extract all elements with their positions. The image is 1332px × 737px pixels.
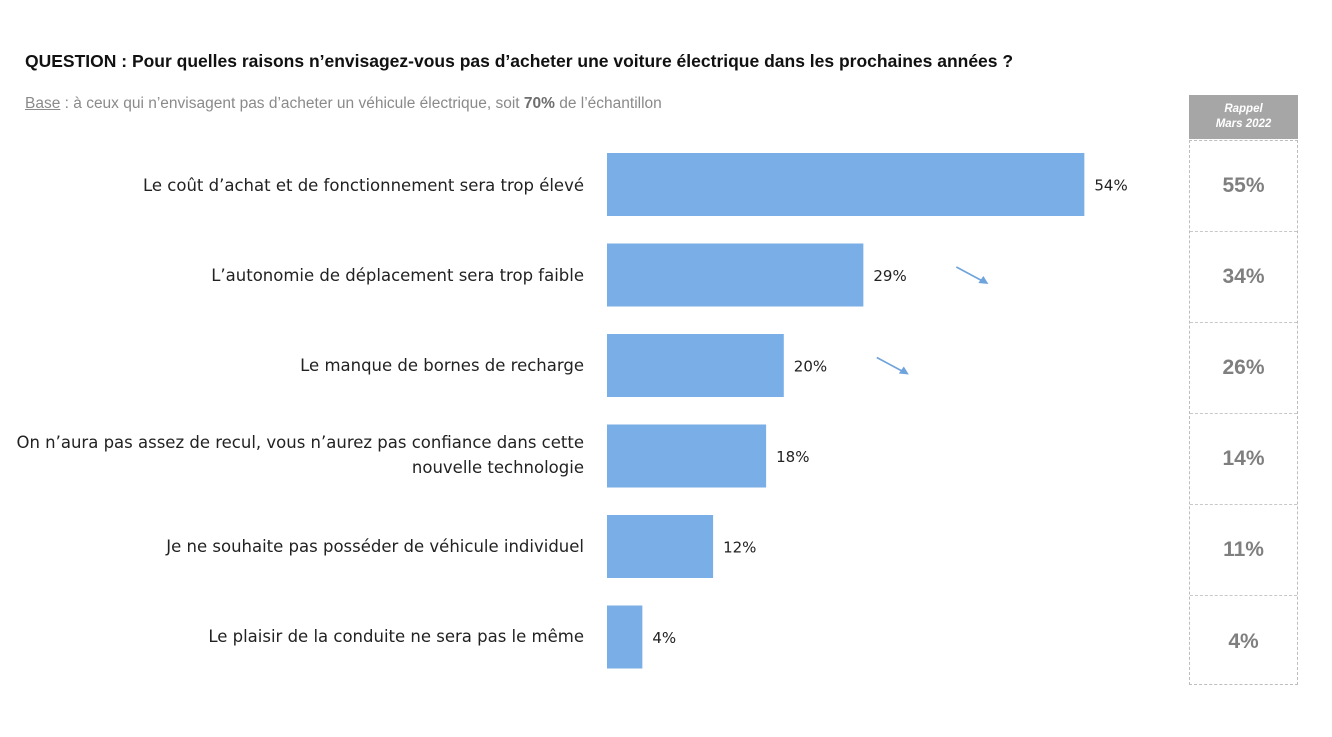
rappel-value: 11%	[1190, 505, 1297, 596]
bar	[607, 243, 864, 307]
bar	[607, 153, 1085, 216]
trend-down-arrow-icon	[876, 356, 909, 375]
rappel-value: 26%	[1190, 323, 1297, 414]
base-note: Base : à ceux qui n’envisagent pas d’ach…	[25, 95, 662, 113]
trend-down-arrow-icon	[955, 266, 989, 284]
rappel-header-line1: Rappel	[1224, 103, 1263, 115]
category-label: On n’aura pas assez de recul, vous n’aur…	[16, 433, 584, 477]
category-label: Le coût d’achat et de fonctionnement ser…	[143, 176, 584, 195]
category-label: Je ne souhaite pas posséder de véhicule …	[166, 537, 584, 556]
rappel-header: Rappel Mars 2022	[1189, 95, 1298, 139]
bar-value-label: 12%	[723, 539, 756, 557]
base-percent: 70%	[523, 95, 555, 112]
question-title: QUESTION : Pour quelles raisons n’envisa…	[25, 51, 1014, 71]
base-label: Base	[25, 95, 61, 112]
category-label: Le plaisir de la conduite ne sera pas le…	[208, 627, 584, 646]
rappel-value: 4%	[1228, 629, 1259, 653]
bar-value-label: 4%	[652, 629, 676, 647]
base-text-after: de l’échantillon	[554, 95, 662, 112]
rappel-column: 55% 34% 26% 14% 11% 4%	[1189, 140, 1298, 685]
bar-value-label: 18%	[776, 448, 809, 466]
bar-value-label: 29%	[873, 267, 906, 285]
bar	[607, 334, 784, 397]
base-text-before: : à ceux qui n’envisagent pas d’acheter …	[60, 95, 524, 112]
bar-value-label: 20%	[794, 358, 827, 376]
bar	[607, 605, 643, 669]
category-label: Le manque de bornes de recharge	[300, 356, 584, 375]
category-label: L’autonomie de déplacement sera trop fai…	[211, 266, 584, 285]
rappel-header-line2: Mars 2022	[1215, 118, 1272, 130]
rappel-value: 14%	[1190, 414, 1297, 505]
bar	[607, 515, 714, 578]
rappel-value: 34%	[1190, 232, 1297, 323]
bar	[607, 424, 767, 488]
rappel-value: 55%	[1190, 141, 1297, 232]
bar-value-label: 54%	[1094, 177, 1127, 195]
